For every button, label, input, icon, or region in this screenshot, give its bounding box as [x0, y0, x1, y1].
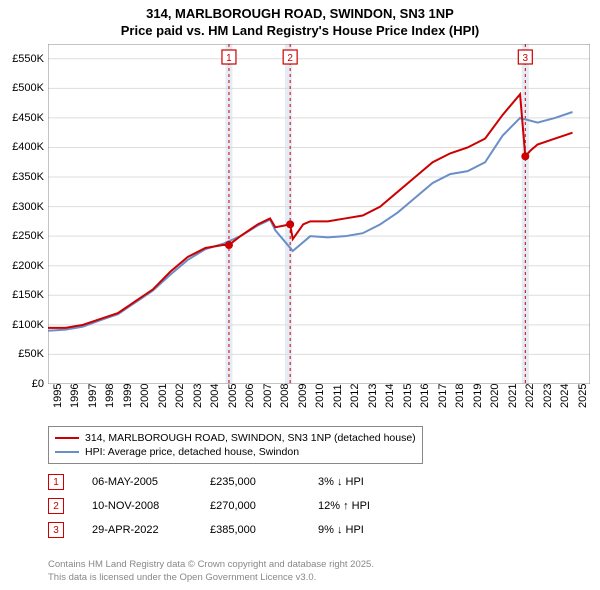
- legend-swatch: [55, 437, 79, 439]
- y-tick-label: £200K: [0, 260, 44, 272]
- event-date: 06-MAY-2005: [92, 476, 182, 488]
- x-tick-label: 2023: [542, 384, 554, 408]
- x-tick-label: 2007: [262, 384, 274, 408]
- footer-line1: Contains HM Land Registry data © Crown c…: [48, 559, 374, 571]
- x-tick-label: 2011: [332, 384, 344, 408]
- chart-svg: 1 2 3: [48, 44, 590, 384]
- event-price: £270,000: [210, 500, 290, 512]
- x-tick-label: 2006: [244, 384, 256, 408]
- x-tick-label: 2019: [472, 384, 484, 408]
- x-tick-label: 2016: [419, 384, 431, 408]
- event-diff: 12% ↑ HPI: [318, 500, 398, 512]
- event-date: 29-APR-2022: [92, 524, 182, 536]
- x-tick-label: 2003: [192, 384, 204, 408]
- y-tick-label: £300K: [0, 201, 44, 213]
- x-tick-label: 1995: [52, 384, 64, 408]
- y-tick-label: £150K: [0, 289, 44, 301]
- svg-text:3: 3: [523, 53, 529, 64]
- x-tick-label: 2017: [437, 384, 449, 408]
- event-row: 2 10-NOV-2008 £270,000 12% ↑ HPI: [48, 494, 398, 518]
- x-tick-label: 2020: [489, 384, 501, 408]
- y-tick-label: £550K: [0, 53, 44, 65]
- y-tick-label: £500K: [0, 82, 44, 94]
- event-marker: 1: [48, 474, 64, 490]
- event-table: 1 06-MAY-2005 £235,000 3% ↓ HPI 2 10-NOV-2008…: [48, 470, 398, 542]
- footer: Contains HM Land Registry data © Crown c…: [48, 559, 374, 584]
- x-tick-label: 2022: [524, 384, 536, 408]
- x-tick-label: 2005: [227, 384, 239, 408]
- y-tick-label: £400K: [0, 141, 44, 153]
- legend-swatch: [55, 451, 79, 453]
- event-diff: 9% ↓ HPI: [318, 524, 398, 536]
- x-tick-label: 2001: [157, 384, 169, 408]
- x-tick-label: 1999: [122, 384, 134, 408]
- event-marker: 2: [48, 498, 64, 514]
- y-tick-label: £250K: [0, 230, 44, 242]
- x-tick-label: 2002: [174, 384, 186, 408]
- event-diff: 3% ↓ HPI: [318, 476, 398, 488]
- x-tick-label: 2012: [349, 384, 361, 408]
- x-tick-label: 1996: [69, 384, 81, 408]
- x-tick-label: 2008: [279, 384, 291, 408]
- x-tick-label: 2021: [507, 384, 519, 408]
- y-tick-label: £350K: [0, 171, 44, 183]
- y-tick-label: £0: [0, 378, 44, 390]
- legend: 314, MARLBOROUGH ROAD, SWINDON, SN3 1NP …: [48, 426, 423, 464]
- x-tick-label: 2024: [559, 384, 571, 408]
- x-tick-label: 2009: [297, 384, 309, 408]
- x-tick-label: 2015: [402, 384, 414, 408]
- x-tick-label: 2025: [577, 384, 589, 408]
- y-tick-label: £100K: [0, 319, 44, 331]
- x-tick-label: 1997: [87, 384, 99, 408]
- event-row: 3 29-APR-2022 £385,000 9% ↓ HPI: [48, 518, 398, 542]
- legend-label: 314, MARLBOROUGH ROAD, SWINDON, SN3 1NP …: [85, 432, 416, 444]
- x-tick-label: 2000: [139, 384, 151, 408]
- x-tick-label: 2018: [454, 384, 466, 408]
- x-tick-label: 2014: [384, 384, 396, 408]
- y-tick-label: £450K: [0, 112, 44, 124]
- event-row: 1 06-MAY-2005 £235,000 3% ↓ HPI: [48, 470, 398, 494]
- x-tick-label: 2004: [209, 384, 221, 408]
- x-tick-label: 2013: [367, 384, 379, 408]
- event-price: £235,000: [210, 476, 290, 488]
- footer-line2: This data is licensed under the Open Gov…: [48, 572, 374, 584]
- x-tick-label: 1998: [104, 384, 116, 408]
- chart: 1 2 3: [48, 44, 590, 384]
- legend-item: 314, MARLBOROUGH ROAD, SWINDON, SN3 1NP …: [55, 431, 416, 445]
- svg-text:2: 2: [287, 53, 293, 64]
- title-line1: 314, MARLBOROUGH ROAD, SWINDON, SN3 1NP: [0, 6, 600, 23]
- chart-title: 314, MARLBOROUGH ROAD, SWINDON, SN3 1NP …: [0, 0, 600, 40]
- legend-item: HPI: Average price, detached house, Swin…: [55, 445, 416, 459]
- event-marker: 3: [48, 522, 64, 538]
- svg-text:1: 1: [226, 53, 232, 64]
- event-price: £385,000: [210, 524, 290, 536]
- x-tick-label: 2010: [314, 384, 326, 408]
- title-line2: Price paid vs. HM Land Registry's House …: [0, 23, 600, 40]
- y-tick-label: £50K: [0, 348, 44, 360]
- legend-label: HPI: Average price, detached house, Swin…: [85, 446, 299, 458]
- event-date: 10-NOV-2008: [92, 500, 182, 512]
